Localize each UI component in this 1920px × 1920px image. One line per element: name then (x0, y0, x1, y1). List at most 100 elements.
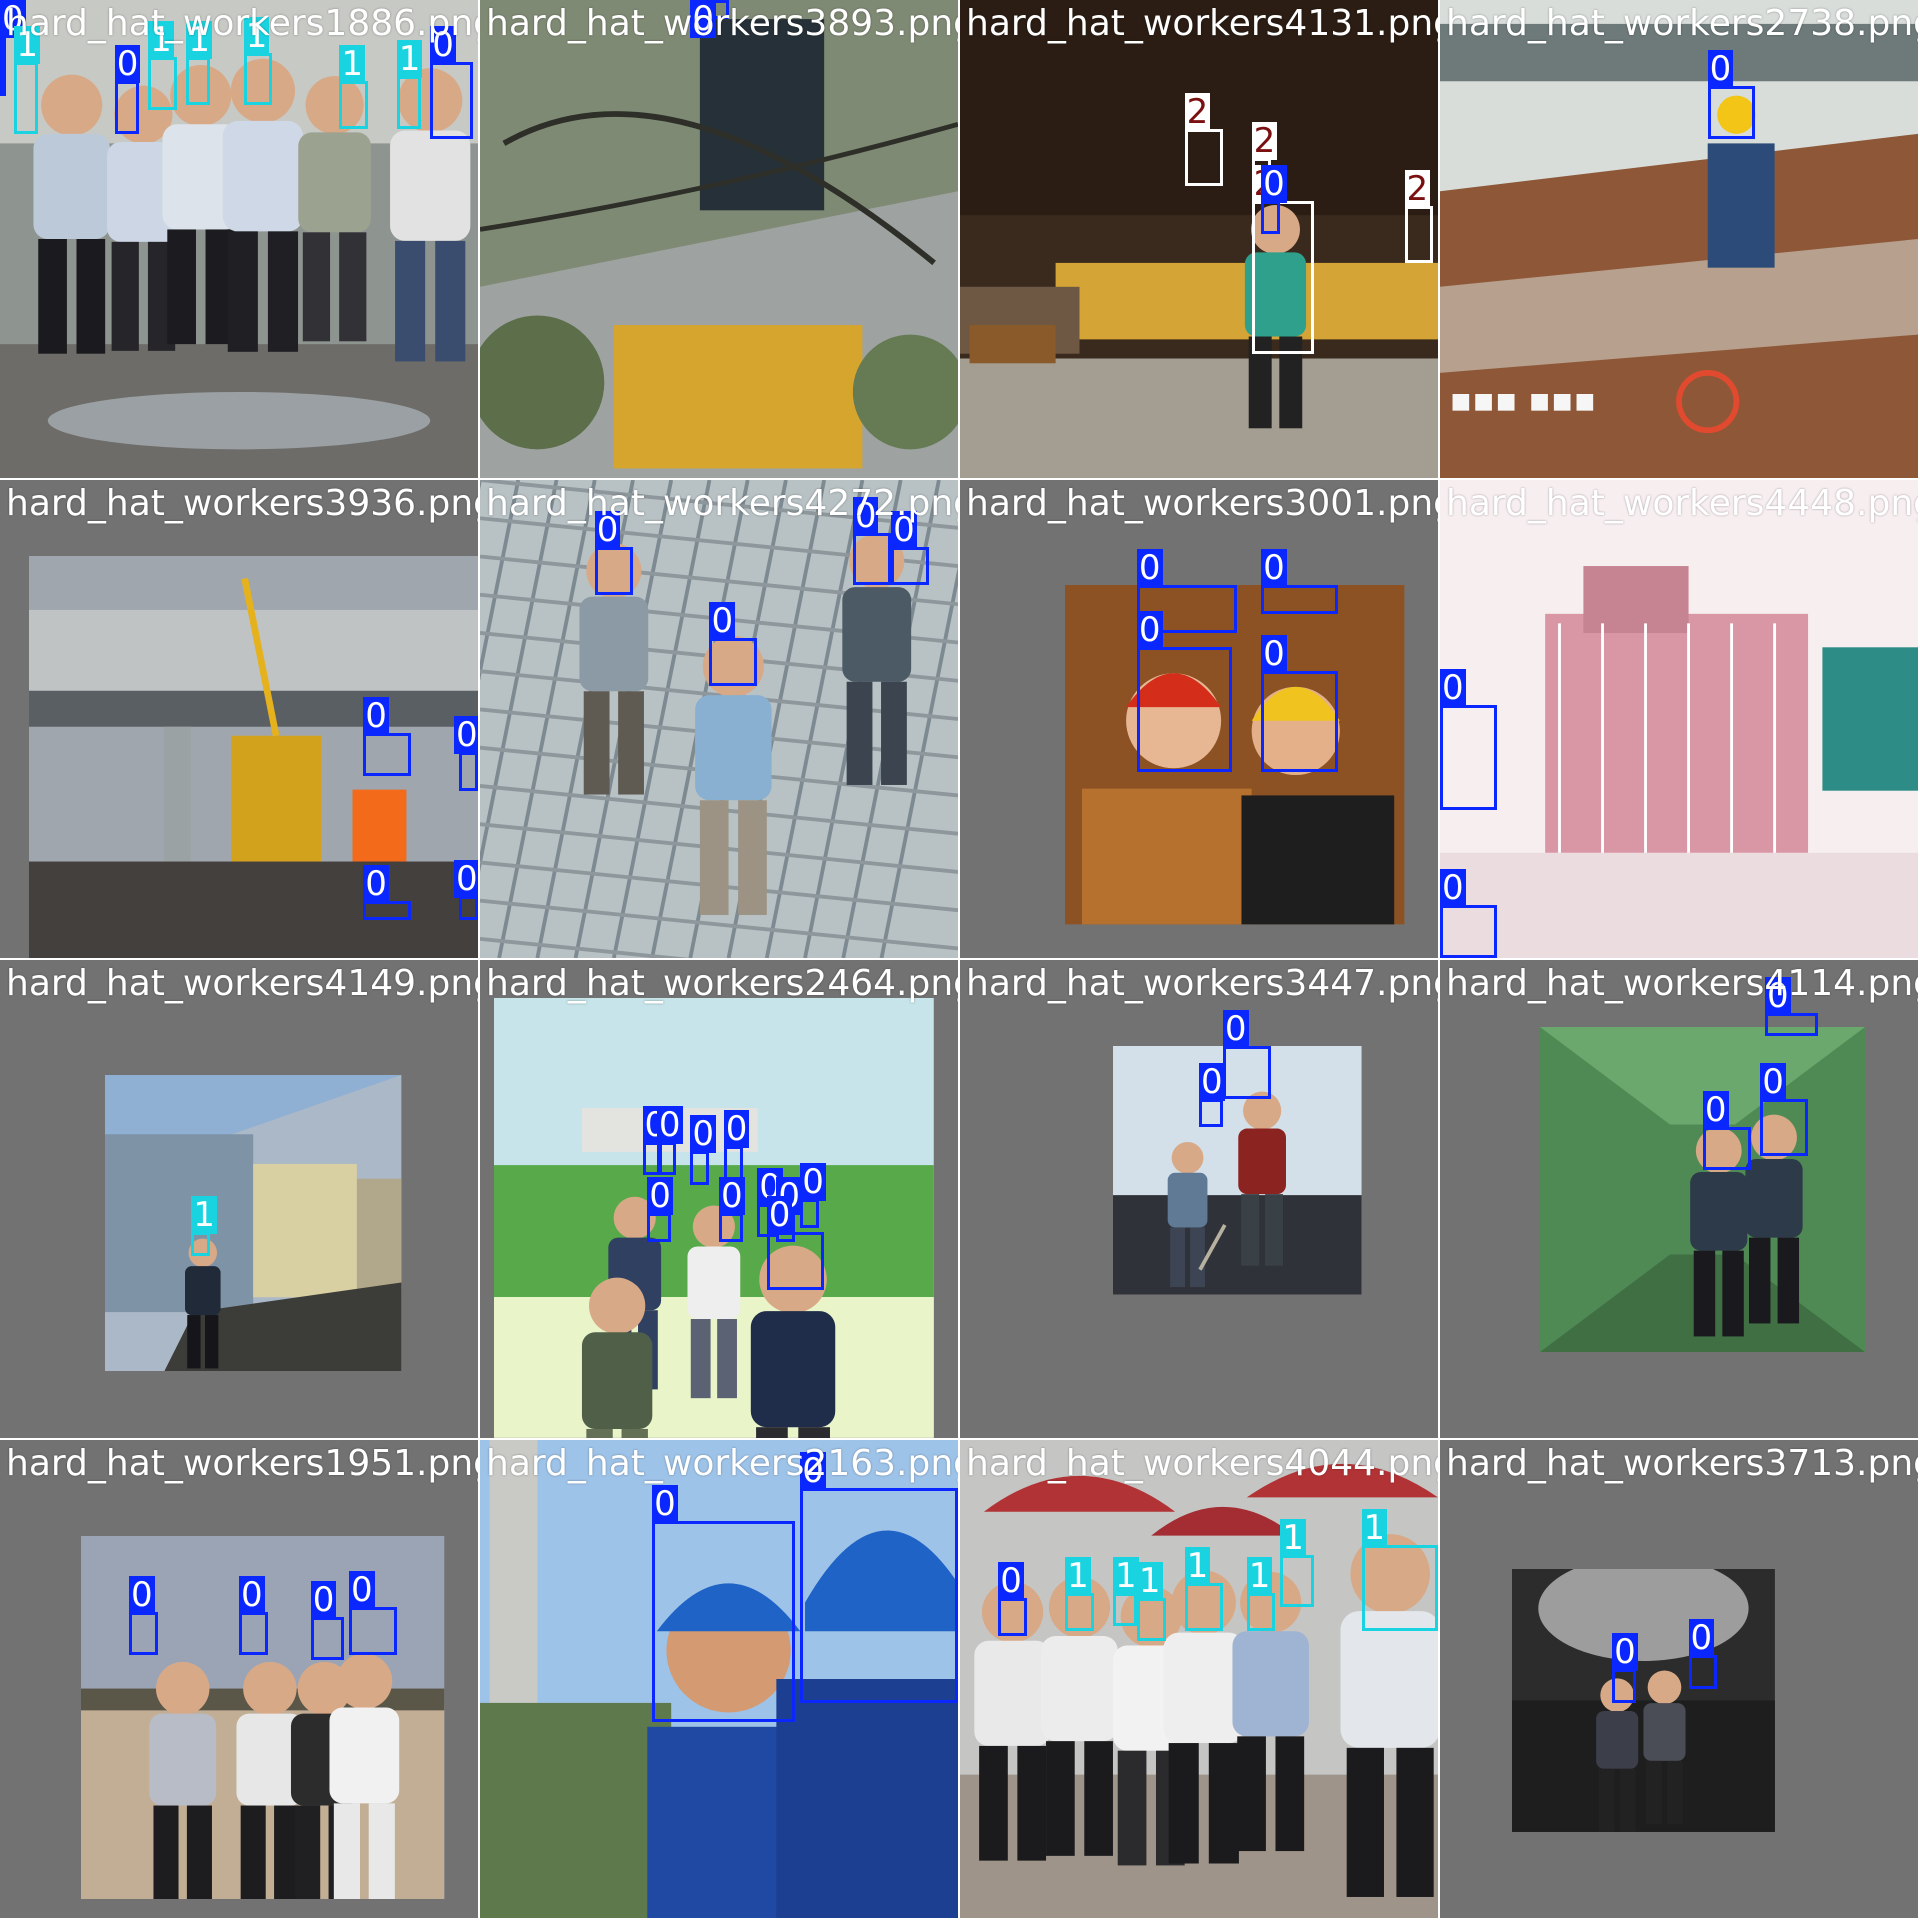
scene-drawing (480, 0, 958, 478)
bounding-box (1261, 671, 1338, 772)
class-label: 0 (1261, 163, 1287, 204)
class-label: 2 (1251, 120, 1278, 161)
bounding-box (396, 76, 421, 130)
file-name-label: hard_hat_workers4131.png (966, 3, 1438, 44)
bounding-box (430, 62, 474, 139)
tile-photo (960, 1440, 1438, 1918)
bounding-box (458, 895, 478, 920)
tile-photo (1112, 1046, 1362, 1295)
image-tile: 0 0 hard_hat_workers2163.png (480, 1440, 958, 1918)
class-label: 0 (1136, 610, 1163, 651)
class-label: 2 (1184, 92, 1211, 133)
bounding-box (1136, 585, 1238, 633)
class-label: 0 (1760, 1061, 1786, 1102)
bounding-box (1702, 1127, 1751, 1171)
bounding-box (1199, 1098, 1223, 1128)
bounding-box (1707, 86, 1756, 139)
class-label: 1 (191, 1195, 217, 1236)
tile-photo: ▪▪▪ ▪▪▪ (1440, 0, 1918, 478)
class-label: 0 (594, 509, 621, 550)
bounding-box (458, 752, 478, 791)
bounding-box (1246, 1592, 1276, 1632)
bounding-box (800, 1199, 820, 1228)
bounding-box (1760, 1098, 1809, 1156)
bounding-box (891, 546, 930, 586)
bounding-box (1612, 1669, 1636, 1703)
scene-drawing (960, 1440, 1438, 1918)
file-name-label: hard_hat_workers4272.png (486, 483, 958, 524)
class-label: 0 (709, 600, 736, 641)
bounding-box (719, 1213, 743, 1242)
class-label: 0 (1612, 1632, 1638, 1673)
class-label: 0 (656, 1104, 683, 1145)
file-name-label: hard_hat_workers3001.png (966, 483, 1438, 524)
bounding-box (647, 1213, 672, 1242)
class-label: 0 (1222, 1009, 1249, 1050)
scene-drawing (1065, 585, 1405, 925)
class-label: 1 (243, 15, 270, 56)
class-label: 0 (1440, 667, 1466, 708)
image-tile: 0 1 1 1 1 1 1 1 hard_hat_workers4044.png (960, 1440, 1438, 1918)
class-label: 0 (998, 1560, 1024, 1601)
file-name-label: hard_hat_workers4044.png (966, 1443, 1438, 1484)
tile-photo (105, 1074, 402, 1372)
svg-text:▪▪▪ ▪▪▪: ▪▪▪ ▪▪▪ (1450, 380, 1597, 419)
image-tile: 22220hard_hat_workers4131.png (960, 0, 1438, 478)
file-name-label: hard_hat_workers2464.png (486, 963, 958, 1004)
class-label: 0 (430, 25, 456, 66)
scene-drawing (1112, 1046, 1362, 1295)
image-tile: 0 1 0 1 1 1 1 1 0 hard_hat_workers1886.png (0, 0, 478, 478)
class-label: 0 (1136, 548, 1163, 589)
bounding-box (652, 1521, 796, 1722)
image-tile: 0 0 0 0 hard_hat_workers1951.png (0, 1440, 478, 1918)
scene-drawing (105, 1074, 402, 1372)
bounding-box (186, 57, 211, 106)
class-label: 1 (1280, 1517, 1306, 1558)
scene-drawing (494, 998, 935, 1438)
file-name-label: hard_hat_workers2738.png (1446, 3, 1918, 44)
file-name-label: hard_hat_workers2163.png (486, 1443, 958, 1484)
class-label: 1 (1361, 1508, 1388, 1549)
class-label: 0 (310, 1579, 337, 1620)
scene-drawing (1440, 480, 1918, 958)
image-tile: 0 0 0 hard_hat_workers4114.png (1440, 960, 1918, 1438)
bounding-box (191, 1232, 211, 1257)
bounding-box (129, 1612, 158, 1656)
bounding-box (1112, 1592, 1137, 1627)
bounding-box (709, 637, 758, 686)
scene-drawing (480, 480, 958, 958)
class-label: 1 (186, 20, 213, 61)
tile-photo (480, 480, 958, 958)
file-name-label: hard_hat_workers1886.png (6, 3, 478, 44)
scene-drawing (1511, 1569, 1775, 1832)
bounding-box (998, 1597, 1027, 1636)
class-label: 0 (1688, 1618, 1715, 1659)
image-tile: 0 0 0 0 hard_hat_workers3001.png (960, 480, 1438, 958)
bounding-box (1136, 1597, 1166, 1641)
class-label: 0 (1702, 1090, 1729, 1131)
bounding-box (1765, 1012, 1818, 1037)
class-label: 0 (114, 44, 141, 85)
bounding-box (1261, 585, 1338, 614)
bounding-box (1361, 1545, 1438, 1632)
class-label: 0 (1765, 975, 1791, 1016)
image-tile: 1 hard_hat_workers4149.png (0, 960, 478, 1438)
class-label: 1 (14, 25, 40, 66)
bounding-box (852, 532, 892, 586)
tile-photo (28, 556, 478, 958)
image-tile: 0 0 0 0 hard_hat_workers3936.png (0, 480, 478, 958)
class-label: 1 (1065, 1555, 1091, 1596)
class-label: 0 (690, 0, 716, 39)
scene-drawing (480, 1440, 958, 1918)
bounding-box (1688, 1655, 1718, 1689)
class-label: 1 (148, 20, 174, 61)
bounding-box (14, 62, 39, 134)
tile-photo (494, 998, 935, 1438)
scene-drawing (1540, 1026, 1866, 1352)
class-label: 1 (1246, 1555, 1273, 1596)
bounding-box (766, 1232, 825, 1290)
bounding-box (723, 1146, 743, 1180)
class-label: 0 (1199, 1061, 1225, 1102)
class-label: 0 (239, 1575, 265, 1616)
